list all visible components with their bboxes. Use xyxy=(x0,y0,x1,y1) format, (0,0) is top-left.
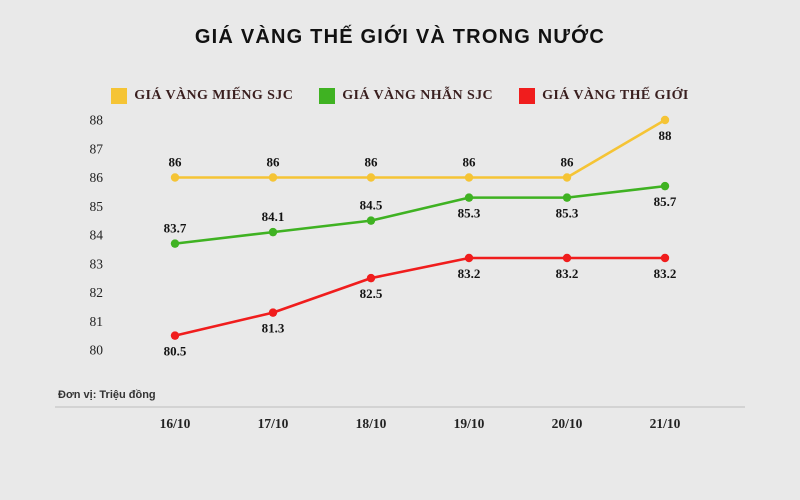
point-label-mieng-sjc: 86 xyxy=(365,155,379,170)
y-tick-label: 84 xyxy=(90,228,104,243)
point-label-mieng-sjc: 86 xyxy=(463,155,477,170)
x-tick-label: 19/10 xyxy=(454,416,485,431)
x-tick-label: 17/10 xyxy=(258,416,289,431)
data-point-mieng-sjc xyxy=(268,173,278,182)
y-tick-label: 85 xyxy=(90,199,104,214)
point-label-nhan-sjc: 84.1 xyxy=(262,209,285,224)
data-point-nhan-sjc xyxy=(268,227,278,237)
legend-item-mieng-sjc: GIÁ VÀNG MIẾNG SJC xyxy=(111,88,293,104)
point-label-nhan-sjc: 84.5 xyxy=(360,198,383,213)
point-label-nhan-sjc: 85.7 xyxy=(654,194,677,209)
data-point-the-gioi xyxy=(562,253,572,263)
data-point-mieng-sjc xyxy=(170,173,180,182)
point-label-nhan-sjc: 85.3 xyxy=(458,206,481,221)
x-tick-label: 21/10 xyxy=(650,416,681,431)
legend-swatch-mieng-sjc xyxy=(111,88,128,104)
legend-label-nhan-sjc: GIÁ VÀNG NHẪN SJC xyxy=(342,88,494,103)
data-point-mieng-sjc xyxy=(660,115,670,125)
data-point-the-gioi xyxy=(268,308,278,317)
point-label-the-gioi: 83.2 xyxy=(654,266,677,281)
legend-swatch-nhan-sjc xyxy=(319,88,336,104)
legend-label-mieng-sjc: GIÁ VÀNG MIẾNG SJC xyxy=(134,88,294,103)
point-label-the-gioi: 82.5 xyxy=(360,286,383,301)
x-tick-label: 18/10 xyxy=(356,416,387,431)
point-label-mieng-sjc: 88 xyxy=(659,128,673,143)
data-point-nhan-sjc xyxy=(562,193,572,202)
point-label-the-gioi: 83.2 xyxy=(458,266,481,281)
legend-swatch-the-gioi xyxy=(519,88,536,104)
y-tick-label: 88 xyxy=(90,113,104,128)
series-line-the-gioi xyxy=(173,256,667,337)
y-tick-label: 81 xyxy=(90,314,104,329)
data-point-nhan-sjc xyxy=(366,216,376,225)
series-line-nhan-sjc xyxy=(173,184,667,245)
data-point-nhan-sjc xyxy=(660,181,670,191)
point-label-nhan-sjc: 83.7 xyxy=(164,221,187,236)
unit-note: Đơn vị: Triệu đồng xyxy=(58,389,156,401)
legend-item-the-gioi: GIÁ VÀNG THẾ GIỚI xyxy=(519,88,689,104)
data-point-the-gioi xyxy=(170,331,180,340)
chart-title: GIÁ VÀNG THẾ GIỚI VÀ TRONG NƯỚC xyxy=(194,26,606,48)
y-tick-label: 86 xyxy=(90,170,104,185)
data-point-the-gioi xyxy=(366,273,376,283)
x-tick-label: 16/10 xyxy=(160,416,191,431)
legend: GIÁ VÀNG MIẾNG SJC GIÁ VÀNG NHẪN SJC GIÁ V… xyxy=(0,88,800,104)
data-point-the-gioi xyxy=(464,253,474,263)
point-label-mieng-sjc: 86 xyxy=(267,155,281,170)
series-line-mieng-sjc xyxy=(173,118,667,179)
y-tick-label: 83 xyxy=(90,256,104,271)
data-point-mieng-sjc xyxy=(464,173,474,182)
x-tick-label: 20/10 xyxy=(552,416,583,431)
data-point-mieng-sjc xyxy=(366,173,376,182)
point-label-nhan-sjc: 85.3 xyxy=(556,206,579,221)
legend-label-the-gioi: GIÁ VÀNG THẾ GIỚI xyxy=(542,88,689,103)
point-label-the-gioi: 83.2 xyxy=(556,266,579,281)
data-point-mieng-sjc xyxy=(562,173,572,182)
point-label-the-gioi: 81.3 xyxy=(262,321,285,336)
point-label-mieng-sjc: 86 xyxy=(169,155,183,170)
data-point-nhan-sjc xyxy=(170,239,180,248)
y-tick-label: 80 xyxy=(90,343,104,358)
y-tick-label: 82 xyxy=(90,285,104,300)
y-tick-label: 87 xyxy=(90,141,104,156)
data-point-nhan-sjc xyxy=(464,193,474,202)
legend-item-nhan-sjc: GIÁ VÀNG NHẪN SJC xyxy=(319,88,493,104)
point-label-the-gioi: 80.5 xyxy=(164,344,187,359)
point-label-mieng-sjc: 86 xyxy=(561,155,575,170)
data-point-the-gioi xyxy=(660,253,670,263)
